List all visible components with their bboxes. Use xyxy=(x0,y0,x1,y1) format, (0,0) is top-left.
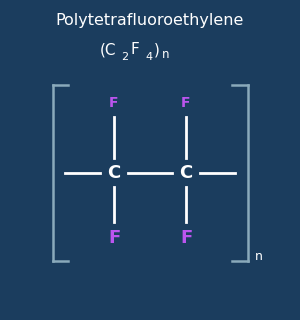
Text: 2: 2 xyxy=(121,52,128,62)
Text: (C: (C xyxy=(100,42,116,57)
Text: F: F xyxy=(108,229,120,247)
Text: n: n xyxy=(255,250,263,262)
Text: F: F xyxy=(181,96,191,110)
Text: n: n xyxy=(162,48,170,61)
Text: F: F xyxy=(130,42,140,57)
Text: F: F xyxy=(180,229,192,247)
Text: C: C xyxy=(107,164,121,182)
Text: 4: 4 xyxy=(146,52,153,62)
Text: Polytetrafluoroethylene: Polytetrafluoroethylene xyxy=(56,13,244,28)
Text: ): ) xyxy=(154,42,160,57)
Text: C: C xyxy=(179,164,193,182)
Text: F: F xyxy=(109,96,119,110)
